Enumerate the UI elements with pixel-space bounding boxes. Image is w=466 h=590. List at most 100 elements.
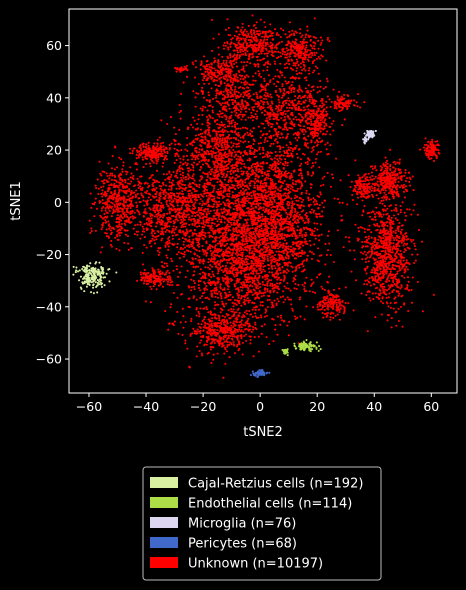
data-point (286, 261, 290, 265)
data-point (226, 202, 229, 205)
data-point (254, 36, 257, 39)
data-point (192, 116, 195, 119)
data-point (251, 119, 254, 122)
data-point (165, 262, 168, 265)
data-point (239, 179, 242, 182)
data-point (242, 172, 245, 175)
data-point (227, 272, 230, 275)
data-point (254, 243, 257, 246)
data-point (248, 251, 251, 254)
data-point (233, 53, 236, 56)
data-point (206, 248, 209, 251)
data-point (301, 283, 304, 286)
data-point (231, 101, 234, 104)
data-point (283, 115, 286, 118)
data-point (219, 235, 223, 238)
data-point (182, 81, 185, 84)
data-point (232, 62, 236, 66)
data-point (250, 255, 254, 259)
data-point (230, 308, 233, 311)
data-point (286, 164, 289, 167)
data-point (305, 189, 308, 192)
data-point (291, 176, 294, 179)
data-point (222, 105, 225, 108)
data-point (307, 108, 310, 111)
data-point (254, 291, 258, 294)
data-point (258, 215, 261, 218)
data-point (225, 236, 228, 239)
data-point (256, 192, 259, 195)
data-point (188, 223, 191, 226)
data-point (245, 280, 248, 284)
data-point (250, 220, 253, 223)
data-point (266, 66, 269, 69)
data-point (317, 206, 320, 209)
data-point (232, 170, 235, 173)
data-point (181, 237, 184, 240)
data-point (172, 292, 175, 295)
data-point (180, 218, 183, 221)
data-point (284, 248, 287, 251)
data-point (261, 107, 265, 110)
data-point (251, 227, 254, 230)
data-point (216, 261, 219, 264)
data-point (221, 181, 224, 185)
data-point (250, 205, 253, 208)
data-point (201, 228, 204, 231)
data-point (229, 202, 232, 205)
data-point (226, 170, 229, 173)
data-point (268, 271, 271, 274)
data-point (275, 131, 278, 134)
data-point (224, 190, 227, 193)
data-point (262, 88, 265, 91)
data-point (244, 232, 247, 235)
data-point (341, 201, 344, 204)
data-point (240, 248, 243, 252)
data-point (252, 328, 255, 331)
data-point (264, 91, 267, 94)
data-point (291, 186, 294, 189)
data-point (223, 227, 226, 230)
data-point (269, 218, 272, 221)
data-point (250, 313, 253, 316)
data-point (259, 261, 262, 265)
data-point (244, 40, 247, 43)
data-point (228, 99, 231, 102)
data-point (245, 299, 248, 302)
data-point (256, 202, 259, 205)
data-point (269, 232, 272, 235)
data-point (188, 246, 191, 249)
data-point (288, 298, 291, 301)
data-point (246, 211, 249, 214)
data-point (325, 253, 328, 256)
data-point (268, 251, 271, 254)
data-point (326, 280, 329, 283)
data-point (227, 258, 230, 261)
data-point (236, 251, 239, 254)
data-point (293, 315, 297, 318)
data-point (207, 224, 210, 227)
data-point (275, 171, 278, 174)
data-point (240, 201, 243, 204)
data-point (213, 253, 216, 256)
data-point (283, 236, 286, 240)
data-point (243, 185, 246, 188)
data-point (247, 224, 250, 227)
data-point (268, 166, 271, 169)
data-point (255, 40, 258, 43)
data-point (206, 183, 209, 186)
data-point (310, 251, 313, 254)
data-point (291, 235, 294, 238)
data-point (300, 174, 303, 177)
data-point (281, 246, 284, 249)
data-point (265, 191, 269, 194)
data-point (268, 298, 271, 301)
data-point (174, 154, 177, 158)
data-point (300, 249, 304, 252)
data-point (270, 106, 273, 109)
data-point (280, 40, 283, 43)
data-point (279, 189, 282, 193)
data-point (287, 228, 290, 231)
data-point (192, 285, 196, 288)
